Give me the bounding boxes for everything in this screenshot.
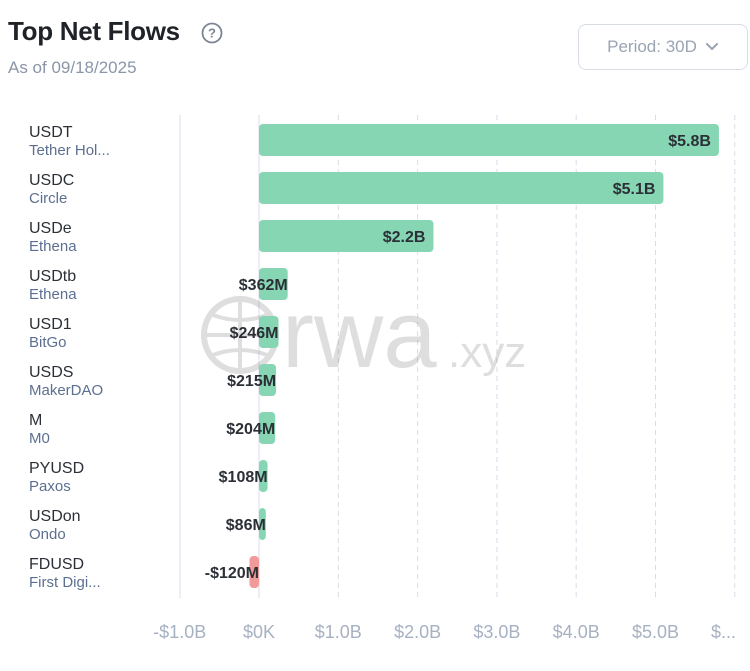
value-label: $5.1B (613, 181, 656, 198)
issuer-name: Circle (29, 190, 68, 207)
stablecoin-symbol: M (29, 412, 43, 429)
row-label: USDtb Ethena (29, 267, 77, 304)
stablecoin-symbol: USDtb (29, 268, 77, 285)
x-tick-label: $3.0B (473, 622, 520, 642)
issuer-name: First Digi... (29, 574, 101, 591)
stablecoin-symbol: FDUSD (29, 556, 85, 573)
value-label: $108M (219, 469, 268, 486)
value-label: $362M (239, 277, 288, 294)
value-label: $86M (226, 517, 266, 534)
row-label: USDe Ethena (29, 219, 77, 256)
row-label: USDT Tether Hol... (29, 123, 110, 160)
issuer-name: Ethena (29, 286, 77, 303)
value-label: $215M (227, 373, 276, 390)
x-tick-label: $2.0B (394, 622, 441, 642)
x-tick-label: -$1.0B (153, 622, 206, 642)
bar-usdtb (259, 268, 288, 300)
help-icon[interactable]: ? (201, 22, 223, 44)
stablecoin-symbol: USDon (29, 508, 81, 525)
bar-usdt (259, 124, 719, 156)
row-label: M M0 (29, 411, 50, 448)
issuer-name: BitGo (29, 334, 67, 351)
row-label: USDon Ondo (29, 507, 81, 544)
stablecoin-symbol: USDC (29, 172, 75, 189)
watermark-logo: rwa .xyz (201, 281, 526, 388)
x-tick-label: $4.0B (553, 622, 600, 642)
value-label: $2.2B (383, 229, 426, 246)
svg-text:.xyz: .xyz (448, 328, 526, 377)
row-label: PYUSD Paxos (29, 459, 84, 496)
row-label: USDC Circle (29, 171, 74, 208)
row-label: FDUSD First Digi... (29, 555, 101, 592)
bar-m (259, 412, 276, 444)
period-dropdown[interactable]: Period: 30D (578, 24, 748, 70)
stablecoin-symbol: PYUSD (29, 460, 85, 477)
svg-text:rwa: rwa (282, 281, 437, 388)
issuer-name: Tether Hol... (29, 142, 110, 159)
stablecoin-symbol: USDe (29, 220, 72, 237)
row-label: USD1 BitGo (29, 315, 72, 352)
issuer-name: Paxos (29, 478, 71, 495)
issuer-name: Ondo (29, 526, 66, 543)
bar-usd1 (259, 316, 279, 348)
x-tick-label: $5.0B (632, 622, 679, 642)
bar-fdusd (249, 556, 259, 588)
x-tick-label: $0K (243, 622, 275, 642)
stablecoin-symbol: USDT (29, 124, 73, 141)
issuer-name: Ethena (29, 238, 77, 255)
value-label: $5.8B (668, 133, 711, 150)
chevron-down-icon (705, 43, 718, 50)
svg-text:?: ? (208, 26, 216, 41)
issuer-name: MakerDAO (29, 382, 104, 399)
stablecoin-symbol: USDS (29, 364, 74, 381)
row-label: USDS MakerDAO (29, 363, 103, 400)
value-label: $204M (226, 421, 275, 438)
bar-pyusd (259, 460, 268, 492)
page-title: Top Net Flows (8, 16, 180, 46)
value-label: -$120M (205, 565, 259, 582)
stablecoin-symbol: USD1 (29, 316, 72, 333)
bar-usds (259, 364, 277, 396)
bar-usdon (259, 508, 266, 540)
value-label: $246M (230, 325, 279, 342)
x-tick-label: $1.0B (315, 622, 362, 642)
as-of-date: As of 09/18/2025 (8, 58, 137, 77)
bar-usdc (259, 172, 664, 204)
issuer-name: M0 (29, 430, 50, 447)
bar-usde (259, 220, 434, 252)
period-label: Period: 30D (607, 37, 697, 56)
x-tick-label: $... (711, 622, 736, 642)
